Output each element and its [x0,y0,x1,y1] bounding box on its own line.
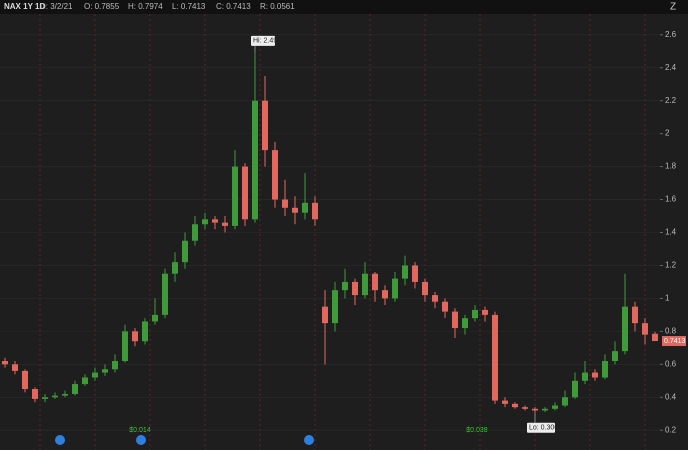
y-tick-label: 0.8 [665,326,677,335]
candle-body [522,407,528,409]
hi-box [251,35,275,46]
y-tick-label: 1.6 [665,195,677,204]
candle-body [342,281,348,291]
y-tick-label: 2.6 [665,30,677,39]
y-tick-label: 2.2 [665,96,677,105]
header-field: L: 0.7413 [172,2,206,11]
candle-body [562,397,568,406]
candle-body [252,100,258,220]
candle-body [372,273,378,291]
y-tick-label: 1.8 [665,162,677,171]
y-tick-label: 0.6 [665,359,677,368]
candle-body [72,384,78,394]
logo: Z [670,2,676,13]
candle-body [472,309,478,319]
candle-body [102,369,108,373]
candle-body [412,265,418,282]
candle-body [162,273,168,315]
candle-body [12,364,18,371]
candle-body [362,273,368,296]
candle-body [52,395,58,398]
candle-body [642,323,648,335]
candle-body [62,393,68,396]
candle-body [142,321,148,342]
candle-body [302,202,308,213]
candle-body [452,311,458,329]
candle-body [512,403,518,408]
header-field: D: 3/2/21 [40,2,73,11]
candle-body [332,290,338,324]
candle-body [92,372,98,378]
candle-body [172,262,178,274]
candle-body [422,281,428,296]
y-tick-label: 2.4 [665,63,677,72]
event-icons [55,435,314,445]
y-tick-label: 1.2 [665,261,677,270]
candle-body [582,372,588,381]
candle-body [552,405,558,409]
candle-body [432,295,438,302]
candle-body [112,361,118,370]
candle-body [182,240,188,263]
header-field: H: 0.7974 [128,2,163,11]
candle-body [262,100,268,151]
candle-body [192,224,198,241]
candle-body [272,150,278,200]
candle-body [602,361,608,378]
candle-body [622,306,628,352]
header-bar [0,0,688,14]
lo-box [527,422,555,433]
candle-body [312,202,318,220]
last-price-label: 0.7413 [664,338,686,345]
candle-body [502,400,508,404]
lo-label: Lo: 0.306 [529,425,558,432]
chart-title: NAX 1Y 1D [4,2,45,11]
candle-body [32,389,38,399]
candle-body [282,199,288,208]
hi-label: Hi: 2.49 [253,38,277,45]
candle-body [612,351,618,362]
candle-body [542,408,548,411]
candle-body [82,377,88,385]
candle-body [462,318,468,329]
last-price-box [662,336,686,347]
y-tick-label: 0.2 [665,425,677,434]
candle-body [42,397,48,399]
candle-body [242,166,248,220]
header-field: C: 0.7413 [216,2,251,11]
candle-body [22,370,28,390]
candle-body [212,219,218,223]
candle-body [122,331,128,362]
candle-body [592,372,598,378]
y-tick-label: 1 [665,294,670,303]
candle-body [352,281,358,296]
candle-body [292,207,298,213]
y-tick-label: 1.4 [665,228,677,237]
y-tick-label: 0.4 [665,392,677,401]
candle-body [392,278,398,299]
candle-body [202,219,208,225]
candle-body [232,166,238,226]
candle-body [652,333,658,342]
candle-body [532,408,538,411]
header-field: O: 0.7855 [84,2,120,11]
candle-body [402,265,408,279]
candle-body [222,222,228,226]
candle-body [322,306,328,324]
candle-body [382,290,388,299]
y-tick-label: 2 [665,129,670,138]
candle-body [2,361,8,365]
candle-body [572,380,578,398]
candle-body [442,301,448,312]
candle-body [482,309,488,315]
candle-body [632,306,638,324]
candle-body [492,314,498,401]
header-field: R: 0.0561 [260,2,295,11]
candle-body [132,331,138,342]
candle-body [152,314,158,322]
